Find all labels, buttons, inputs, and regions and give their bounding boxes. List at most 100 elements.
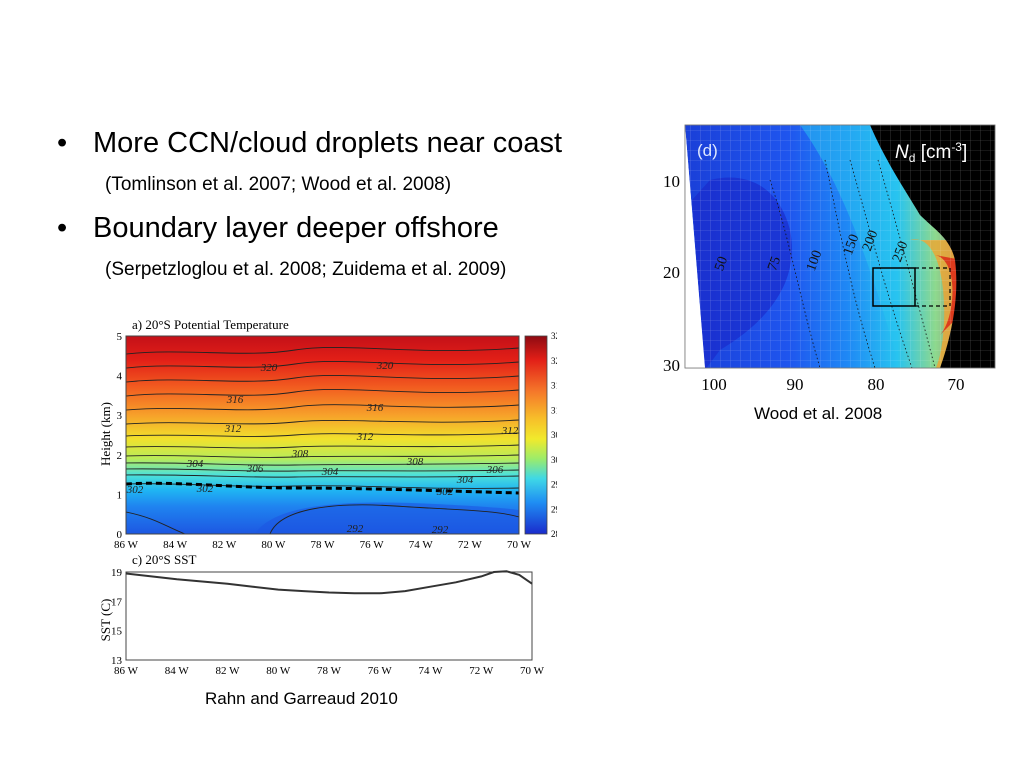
- map-x-tick: 80: [868, 375, 885, 394]
- rahn-garreaud-figure: a) 20°S Potential Temperature Height (km…: [98, 317, 557, 677]
- sst-y-tick: 13: [111, 655, 123, 667]
- colorbar-tick: 295: [551, 480, 557, 490]
- theta-contour-label: 302: [436, 486, 454, 498]
- sst-x-ticks: 86 W 84 W 82 W 80 W 78 W 76 W 74 W 72 W 70 W: [114, 665, 545, 677]
- theta-colorbar: [524, 335, 548, 535]
- sst-y-tick: 19: [111, 567, 123, 579]
- theta-x-tick: 70 W: [507, 539, 532, 551]
- theta-contour-label: 312: [501, 425, 519, 437]
- theta-y-tick: 4: [117, 371, 123, 383]
- theta-y-tick: 0: [117, 529, 123, 541]
- colorbar-tick: 290: [551, 504, 557, 514]
- theta-contour-label: 306: [486, 464, 504, 476]
- bullet-1-text: More CCN/cloud droplets near coast: [93, 127, 563, 159]
- colorbar-tick: 285: [551, 529, 557, 539]
- theta-y-ticks: 0 1 2 3 4 5: [117, 331, 123, 541]
- map-x-ticks: 100 90 80 70: [701, 375, 964, 394]
- sst-x-tick: 74 W: [419, 665, 444, 677]
- theta-contour-label: 292: [347, 523, 364, 535]
- map-y-ticks: 10 20 30: [663, 172, 680, 375]
- sst-x-tick: 80 W: [266, 665, 291, 677]
- nd-contour-label: 75: [765, 255, 784, 273]
- theta-x-tick: 86 W: [114, 539, 139, 551]
- colorbar-tick: 310: [551, 405, 557, 415]
- theta-contour-label: 308: [406, 456, 424, 468]
- nd-contour-label: 100: [804, 248, 825, 273]
- theta-y-tick: 1: [117, 489, 123, 501]
- sst-x-tick: 70 W: [520, 665, 545, 677]
- study-region-box: [872, 267, 916, 307]
- sst-x-tick: 78 W: [317, 665, 342, 677]
- theta-contour-label: 292: [432, 524, 449, 536]
- nd-contour-label: 200: [860, 228, 881, 253]
- sst-title: c) 20°S SST: [132, 552, 196, 567]
- nd-contour-label: 50: [712, 255, 731, 273]
- coastal-box-dashed: [915, 267, 951, 307]
- panel-d-label: (d): [697, 141, 718, 160]
- theta-x-tick: 78 W: [311, 539, 336, 551]
- theta-contour-label: 304: [321, 466, 339, 478]
- theta-x-tick: 84 W: [163, 539, 188, 551]
- theta-contour-label: 308: [291, 448, 309, 460]
- sst-y-ticks: 13 15 17 19: [111, 567, 123, 667]
- wood-caption: Wood et al. 2008: [754, 404, 883, 423]
- theta-x-ticks: 86 W 84 W 82 W 80 W 78 W 76 W 74 W 72 W 70 W: [114, 539, 532, 551]
- theta-contour-label: 320: [376, 360, 394, 372]
- theta-y-tick: 2: [117, 450, 123, 462]
- bullet-2-text: Boundary layer deeper offshore: [93, 212, 499, 244]
- colorbar-tick: 305: [551, 430, 557, 440]
- map-x-tick: 90: [787, 375, 804, 394]
- sst-ylabel: SST (C): [98, 599, 113, 642]
- nd-contour-label: 250: [890, 239, 911, 264]
- theta-ylabel: Height (km): [98, 402, 113, 466]
- sst-y-tick: 15: [111, 626, 123, 638]
- theta-contour-label: 312: [356, 431, 374, 443]
- theta-x-tick: 76 W: [360, 539, 385, 551]
- bullet-symbol: •: [57, 127, 68, 159]
- theta-contour-label: 304: [456, 474, 474, 486]
- map-y-tick: 10: [663, 172, 680, 191]
- theta-title: a) 20°S Potential Temperature: [132, 317, 289, 332]
- map-y-tick: 30: [663, 356, 680, 375]
- theta-contour-label: 316: [226, 394, 244, 406]
- sst-line: [125, 570, 533, 595]
- nd-legend-label: Nd [cm-3]: [895, 140, 967, 165]
- colorbar-ticks: 285 290 295 300 305 310 315 320 325: [551, 331, 557, 539]
- map-x-tick: 70: [948, 375, 965, 394]
- sst-x-tick: 82 W: [216, 665, 241, 677]
- theta-contour-label: 302: [126, 484, 144, 496]
- theta-contour-label: 320: [260, 362, 278, 374]
- map-x-tick: 100: [701, 375, 727, 394]
- theta-x-tick: 82 W: [212, 539, 237, 551]
- bullet-symbol: •: [57, 212, 68, 244]
- colorbar-tick: 320: [551, 356, 557, 366]
- sst-x-tick: 76 W: [368, 665, 393, 677]
- theta-x-tick: 72 W: [458, 539, 483, 551]
- rahn-caption: Rahn and Garreaud 2010: [205, 689, 398, 708]
- theta-contour-label: 306: [246, 463, 264, 475]
- sst-plot-area: [125, 571, 533, 661]
- nd-contour-label: 150: [841, 232, 862, 257]
- map-y-tick: 20: [663, 263, 680, 282]
- theta-y-tick: 3: [117, 410, 123, 422]
- sst-x-tick: 84 W: [165, 665, 190, 677]
- colorbar-tick: 300: [551, 455, 557, 465]
- theta-x-tick: 80 W: [261, 539, 286, 551]
- bullet-2-citation: (Serpetzloglou et al. 2008; Zuidema et a…: [105, 259, 507, 280]
- sst-y-tick: 17: [111, 596, 123, 608]
- colorbar-tick: 325: [551, 331, 557, 341]
- sst-x-tick: 72 W: [469, 665, 494, 677]
- theta-contour-label: 304: [186, 458, 204, 470]
- theta-y-tick: 5: [117, 331, 123, 343]
- colorbar-tick: 315: [551, 381, 557, 391]
- theta-contour-label: 312: [224, 423, 242, 435]
- nd-contours: [769, 159, 936, 368]
- sst-x-tick: 86 W: [114, 665, 139, 677]
- bullet-1-citation: (Tomlinson et al. 2007; Wood et al. 2008…: [105, 174, 452, 195]
- bl-top-dashed-line: [126, 481, 519, 495]
- theta-contour-label: 302: [196, 483, 214, 495]
- theta-x-tick: 74 W: [409, 539, 434, 551]
